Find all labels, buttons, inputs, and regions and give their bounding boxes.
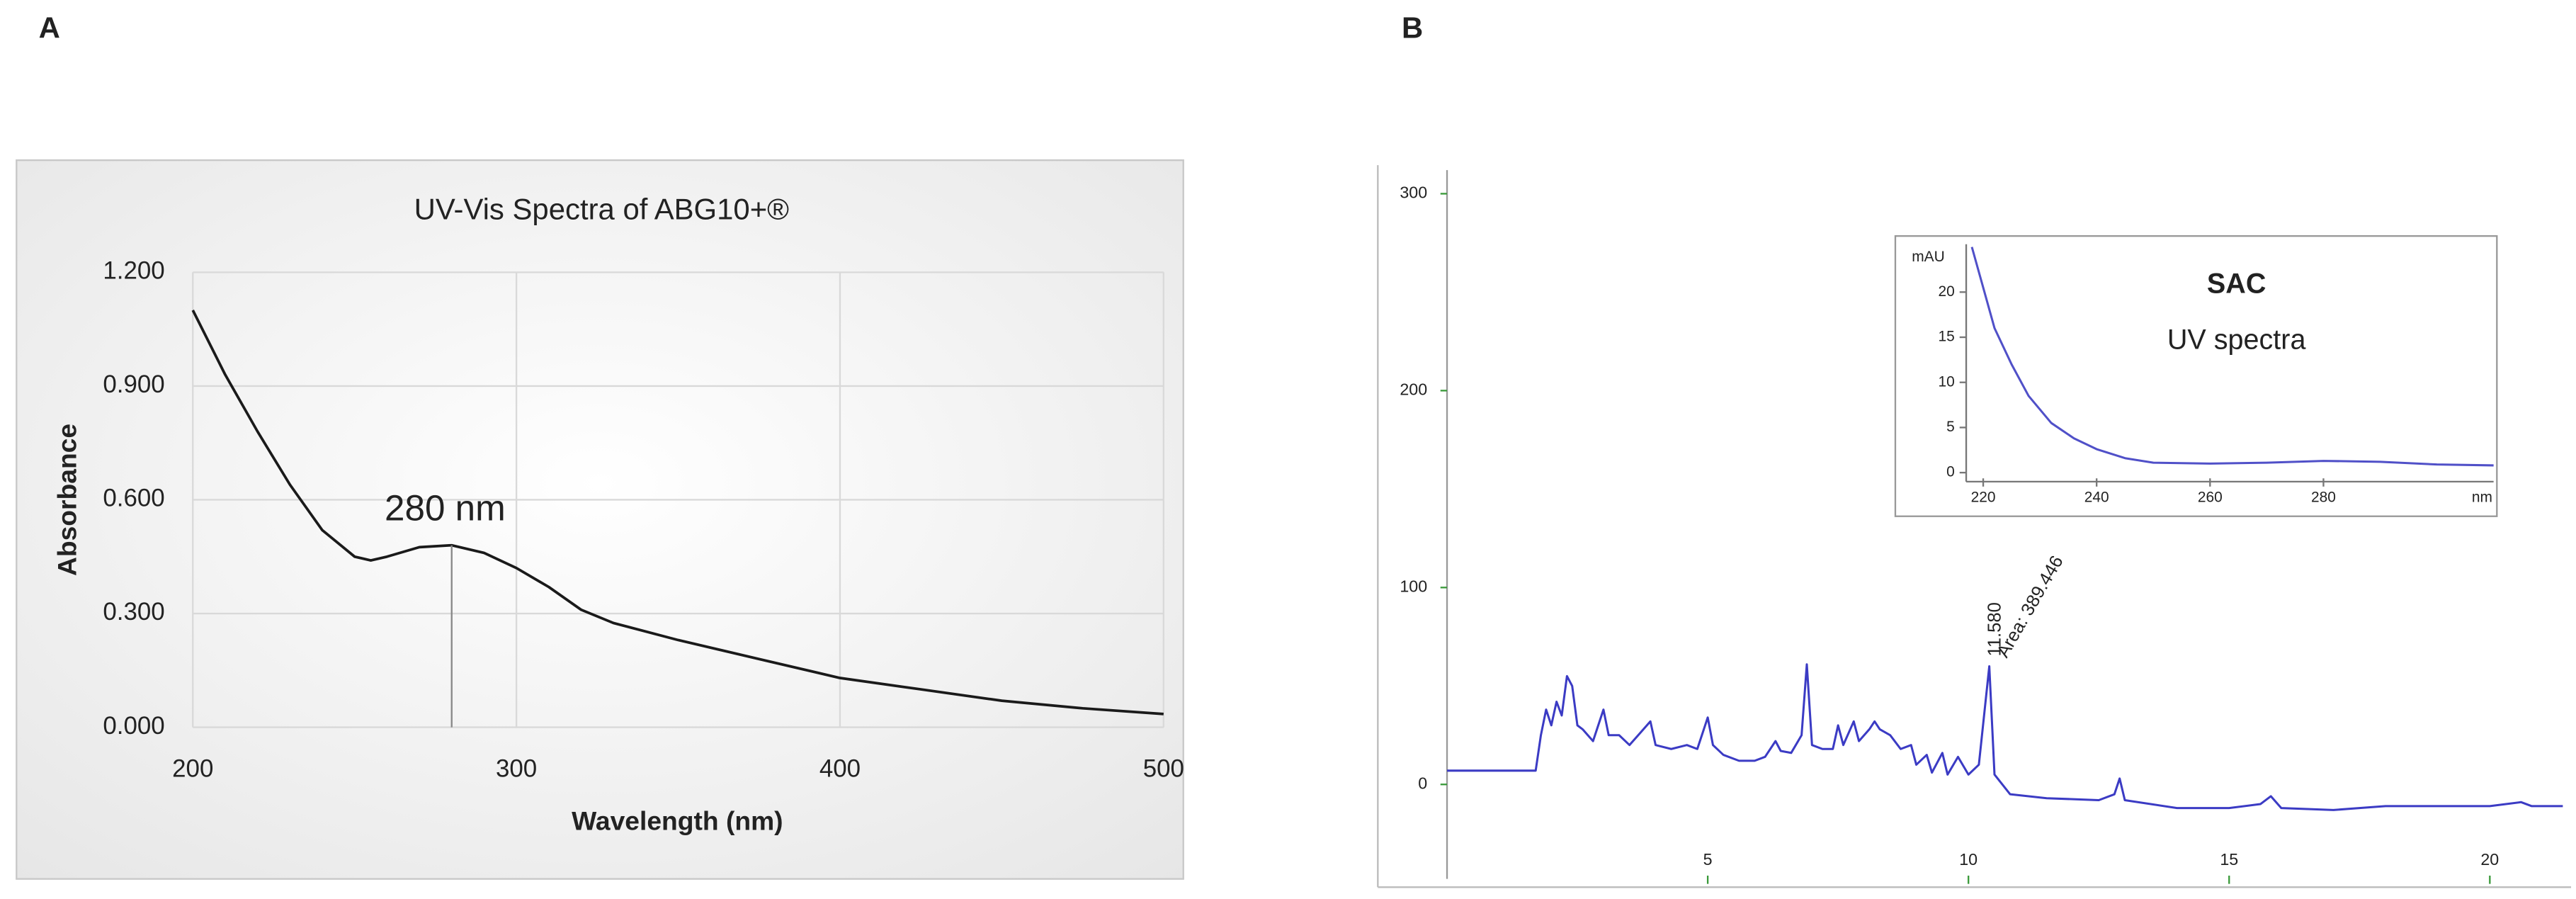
y-tick-label: 10 [1938,373,1954,390]
y-tick-label: 0.000 [103,712,164,740]
panel-a-frame [16,159,1184,880]
x-tick-label: 10 [1959,850,1978,869]
x-tick-label: 240 [2084,490,2109,506]
y-axis-label: Absorbance [52,424,82,576]
panel-label: A [39,11,60,44]
y-tick-label: 0.300 [103,598,164,626]
x-tick-label: 220 [1971,490,1996,506]
x-tick-label: 20 [2480,850,2499,869]
inset-title: SAC [2207,268,2266,299]
inset-subtitle: UV spectra [2167,324,2306,356]
x-tick-label: 260 [2198,490,2223,506]
x-axis-label: Wavelength (nm) [572,805,783,835]
x-tick-label: 300 [496,754,537,782]
inset-y-label: mAU [1912,249,1945,265]
y-tick-label: 0.900 [103,371,164,398]
y-tick-label: 300 [1400,183,1427,202]
y-tick-label: 0.600 [103,485,164,512]
data-line [191,310,1164,716]
inset-x-label: nm [2472,490,2492,506]
y-tick-label: 5 [1946,419,1955,435]
data-line [1970,247,2494,467]
chart-title: UV-Vis Spectra of ABG10+® [414,192,790,225]
x-tick-label: 200 [172,754,213,782]
y-tick-label: 1.200 [103,257,164,285]
panel-label: B [1402,11,1423,44]
y-tick-label: 200 [1400,380,1427,399]
y-tick-label: 0 [1418,774,1427,792]
peak-annotation: 11.580 [1985,602,2005,656]
x-tick-label: 280 [2311,490,2336,506]
x-tick-label: 15 [2220,850,2238,869]
y-tick-label: 15 [1938,329,1954,345]
inset-frame [1894,234,2498,517]
y-tick-label: 100 [1400,577,1427,595]
data-line [1447,663,2563,811]
x-tick-label: 500 [1143,754,1184,782]
peak-label: 280 nm [385,487,506,528]
y-tick-label: 20 [1938,283,1954,300]
y-tick-label: 0 [1946,464,1955,480]
x-tick-label: 400 [819,754,861,782]
x-tick-label: 5 [1703,850,1713,869]
